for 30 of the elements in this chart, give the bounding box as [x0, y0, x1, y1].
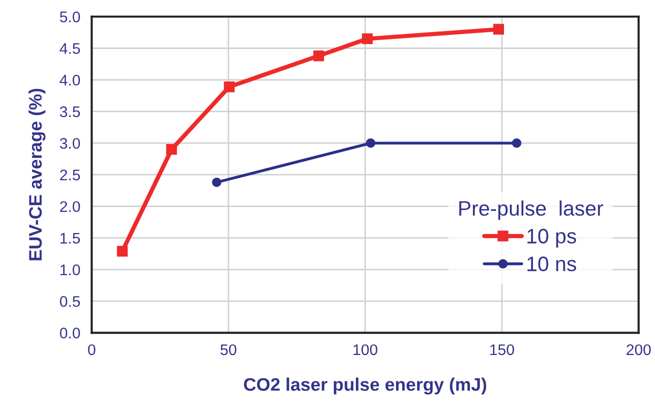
y-tick-label: 4.0	[60, 74, 80, 86]
point	[166, 144, 177, 155]
x-tick-label: 150	[490, 344, 514, 356]
x-tick-label: 200	[626, 344, 651, 356]
legend-label: 10 ns	[527, 256, 576, 272]
y-axis-title: EUV-CE average (%)	[28, 88, 46, 260]
legend-label: 10 ps	[527, 228, 576, 248]
x-tick-label: 0	[88, 344, 96, 356]
y-tick-label: 1.0	[60, 264, 80, 276]
x-tick-label: 100	[354, 344, 378, 356]
point	[493, 24, 504, 35]
y-tick-label: 2.5	[60, 170, 80, 180]
point	[212, 178, 222, 187]
y-tick-label: 2.0	[60, 201, 80, 212]
point	[116, 246, 128, 257]
y-tick-label: 4.5	[60, 43, 80, 54]
x-tick-label: 50	[220, 344, 236, 356]
point	[362, 33, 373, 44]
legend-title: Pre-pulse laser	[459, 200, 604, 220]
point	[512, 138, 522, 148]
x-axis-title: CO2 laser pulse energy (mJ)	[244, 378, 486, 395]
point	[224, 81, 235, 92]
point	[313, 50, 324, 62]
y-tick-label: 0.5	[60, 296, 80, 307]
y-tick-label: 0.0	[60, 328, 80, 338]
y-tick-label: 3.0	[60, 138, 80, 149]
y-tick-label: 5.0	[60, 12, 80, 22]
y-tick-label: 3.5	[60, 106, 80, 118]
point	[366, 138, 376, 148]
y-tick-label: 1.5	[60, 232, 80, 244]
